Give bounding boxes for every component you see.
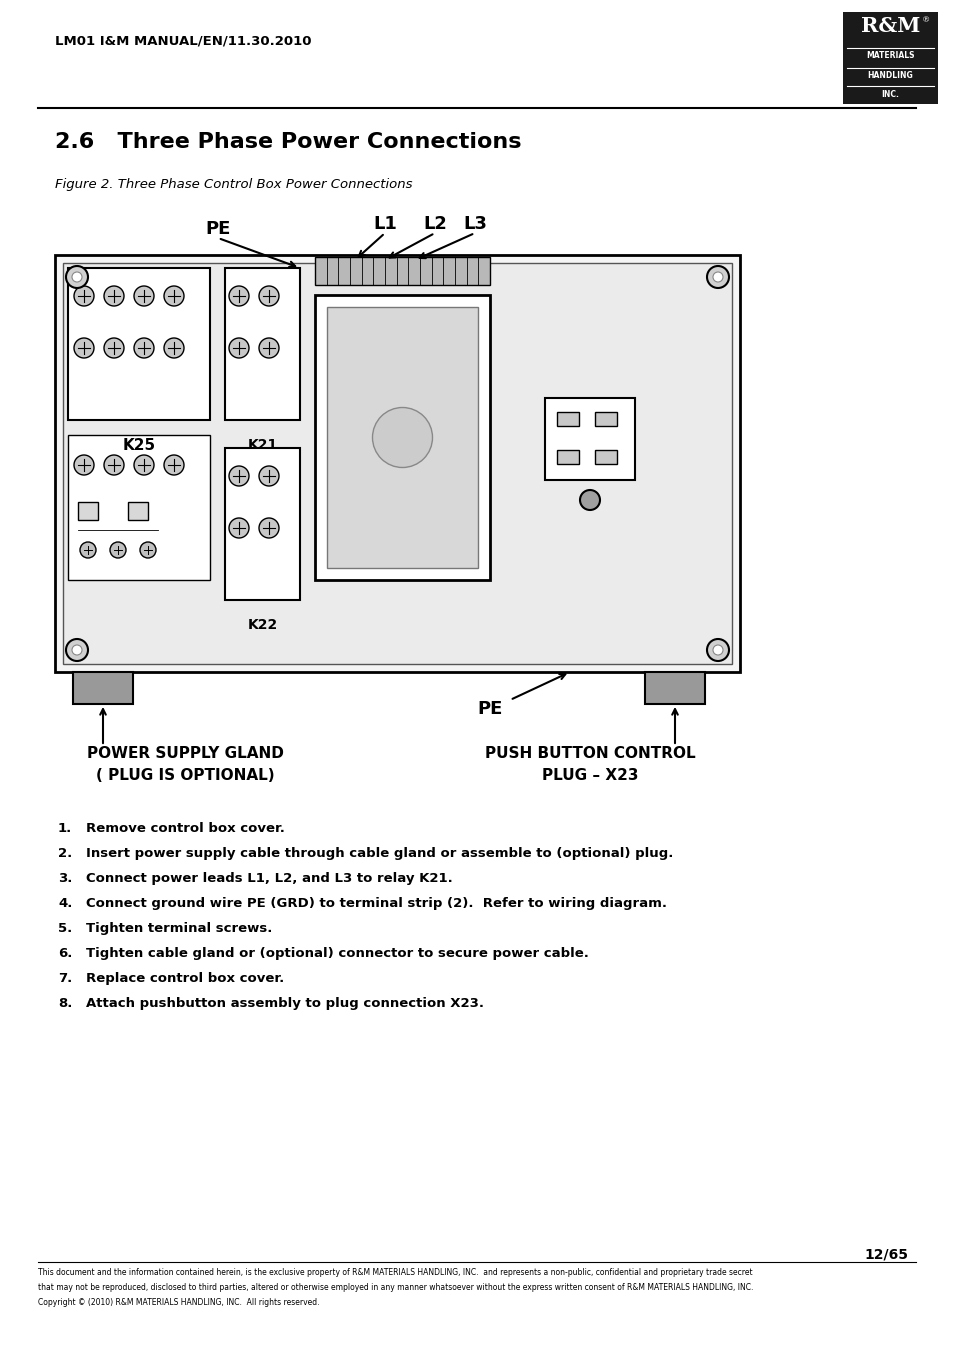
Circle shape <box>104 338 124 358</box>
Bar <box>595 412 617 426</box>
Text: PLUG – X23: PLUG – X23 <box>541 767 638 784</box>
Circle shape <box>258 286 278 305</box>
Circle shape <box>372 408 432 467</box>
Text: LM01 I&M MANUAL/EN/11.30.2010: LM01 I&M MANUAL/EN/11.30.2010 <box>55 35 312 49</box>
Text: 6.: 6. <box>58 947 72 961</box>
Bar <box>842 12 937 104</box>
Circle shape <box>706 266 728 288</box>
Bar <box>225 267 299 420</box>
Text: 7.: 7. <box>58 971 72 985</box>
Circle shape <box>164 286 184 305</box>
Text: that may not be reproduced, disclosed to third parties, altered or otherwise emp: that may not be reproduced, disclosed to… <box>38 1283 753 1292</box>
Bar <box>557 450 578 463</box>
Text: K21: K21 <box>247 438 277 453</box>
Bar <box>78 503 98 520</box>
Circle shape <box>229 517 249 538</box>
Circle shape <box>74 286 94 305</box>
Circle shape <box>229 466 249 486</box>
Text: INC.: INC. <box>881 91 899 99</box>
Text: Figure 2. Three Phase Control Box Power Connections: Figure 2. Three Phase Control Box Power … <box>55 178 412 190</box>
Bar <box>128 503 148 520</box>
Text: PE: PE <box>205 220 231 238</box>
Circle shape <box>71 272 82 282</box>
Text: Replace control box cover.: Replace control box cover. <box>86 971 284 985</box>
Bar <box>68 267 210 420</box>
Text: PUSH BUTTON CONTROL: PUSH BUTTON CONTROL <box>484 746 695 761</box>
Circle shape <box>104 455 124 476</box>
Bar <box>544 399 635 480</box>
Circle shape <box>164 338 184 358</box>
Text: 3.: 3. <box>58 871 72 885</box>
Circle shape <box>229 286 249 305</box>
Circle shape <box>164 455 184 476</box>
Text: Tighten cable gland or (optional) connector to secure power cable.: Tighten cable gland or (optional) connec… <box>86 947 588 961</box>
Circle shape <box>74 455 94 476</box>
Text: PE: PE <box>476 700 502 717</box>
Bar <box>644 671 704 704</box>
Circle shape <box>80 542 96 558</box>
Text: 2.: 2. <box>58 847 72 861</box>
Circle shape <box>66 639 88 661</box>
Bar <box>557 412 578 426</box>
Circle shape <box>133 338 153 358</box>
Circle shape <box>712 272 722 282</box>
Bar <box>73 671 132 704</box>
Text: ®: ® <box>922 16 929 24</box>
Bar <box>314 295 490 580</box>
Text: HANDLING: HANDLING <box>866 72 912 80</box>
Text: This document and the information contained herein, is the exclusive property of: This document and the information contai… <box>38 1269 752 1277</box>
Text: 12/65: 12/65 <box>863 1248 907 1262</box>
Text: 4.: 4. <box>58 897 72 911</box>
Text: Attach pushbutton assembly to plug connection X23.: Attach pushbutton assembly to plug conne… <box>86 997 483 1011</box>
Bar <box>327 307 477 567</box>
Bar <box>55 255 740 671</box>
Circle shape <box>74 338 94 358</box>
Circle shape <box>579 490 599 509</box>
Circle shape <box>133 455 153 476</box>
Text: L2: L2 <box>422 215 446 232</box>
Circle shape <box>706 639 728 661</box>
Bar <box>63 263 731 663</box>
Circle shape <box>258 338 278 358</box>
Circle shape <box>258 466 278 486</box>
Text: Connect ground wire PE (GRD) to terminal strip (2).  Refer to wiring diagram.: Connect ground wire PE (GRD) to terminal… <box>86 897 666 911</box>
Text: 2.6   Three Phase Power Connections: 2.6 Three Phase Power Connections <box>55 132 521 153</box>
Bar <box>225 449 299 600</box>
Bar <box>595 450 617 463</box>
Text: R&M: R&M <box>860 16 920 36</box>
Text: MATERIALS: MATERIALS <box>865 51 914 59</box>
Text: L1: L1 <box>373 215 396 232</box>
Text: 5.: 5. <box>58 921 72 935</box>
Circle shape <box>66 266 88 288</box>
Text: Insert power supply cable through cable gland or assemble to (optional) plug.: Insert power supply cable through cable … <box>86 847 673 861</box>
Text: ( PLUG IS OPTIONAL): ( PLUG IS OPTIONAL) <box>95 767 274 784</box>
Text: Tighten terminal screws.: Tighten terminal screws. <box>86 921 273 935</box>
Text: 1.: 1. <box>58 821 72 835</box>
Text: Copyright © (2010) R&M MATERIALS HANDLING, INC.  All rights reserved.: Copyright © (2010) R&M MATERIALS HANDLIN… <box>38 1298 319 1306</box>
Text: POWER SUPPLY GLAND: POWER SUPPLY GLAND <box>87 746 283 761</box>
Circle shape <box>133 286 153 305</box>
Bar <box>314 257 490 285</box>
Text: K25: K25 <box>122 438 155 453</box>
Text: L3: L3 <box>462 215 486 232</box>
Circle shape <box>229 338 249 358</box>
Text: K22: K22 <box>247 617 277 632</box>
Circle shape <box>104 286 124 305</box>
Circle shape <box>712 644 722 655</box>
Circle shape <box>110 542 126 558</box>
Circle shape <box>140 542 156 558</box>
Text: Connect power leads L1, L2, and L3 to relay K21.: Connect power leads L1, L2, and L3 to re… <box>86 871 453 885</box>
Circle shape <box>258 517 278 538</box>
Circle shape <box>71 644 82 655</box>
Text: 8.: 8. <box>58 997 72 1011</box>
Text: Remove control box cover.: Remove control box cover. <box>86 821 285 835</box>
Bar <box>68 435 210 580</box>
